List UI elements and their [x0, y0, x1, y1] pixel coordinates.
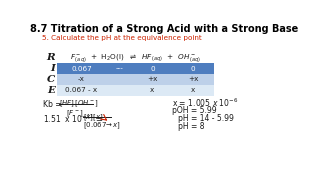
Text: pOH = 5.99: pOH = 5.99	[172, 105, 216, 114]
Text: pH = 14 - 5.99: pH = 14 - 5.99	[178, 114, 234, 123]
Text: -x: -x	[78, 76, 85, 82]
Text: Kb =: Kb =	[43, 100, 64, 109]
Text: +x: +x	[147, 76, 157, 82]
Text: $[F^-]$: $[F^-]$	[66, 109, 84, 119]
Text: $[x][x]$: $[x][x]$	[84, 112, 104, 123]
Text: ---: ---	[116, 66, 124, 72]
Text: $[0.067\!\rightarrow\!x]$: $[0.067\!\rightarrow\!x]$	[84, 121, 121, 131]
Text: $[HF]\,[OH^-]$: $[HF]\,[OH^-]$	[59, 99, 99, 109]
Text: 5. Calculate the pH at the equivalence point: 5. Calculate the pH at the equivalence p…	[42, 35, 202, 41]
Text: 0.067: 0.067	[71, 66, 92, 72]
Text: x = 1.005 $x$ 10$^{-6}$: x = 1.005 $x$ 10$^{-6}$	[172, 97, 238, 109]
Text: E: E	[47, 86, 55, 95]
Text: 8.7 Titration of a Strong Acid with a Strong Base: 8.7 Titration of a Strong Acid with a St…	[30, 24, 298, 34]
Text: C: C	[46, 75, 55, 84]
Bar	[57, 74, 214, 85]
Text: 0: 0	[191, 66, 196, 72]
Text: pH = 8: pH = 8	[178, 122, 204, 131]
Text: 1.51  x 10$^{-11}$ =: 1.51 x 10$^{-11}$ =	[43, 112, 104, 125]
Text: x: x	[150, 87, 155, 93]
Bar	[57, 63, 214, 74]
Text: $F^-_{\,(aq)}$  +  H$_2$O(l)  $\rightleftharpoons$  $HF_{\,(aq)}$  +  $OH^-_{\,(: $F^-_{\,(aq)}$ + H$_2$O(l) $\rightleftha…	[70, 52, 201, 64]
Text: 0: 0	[150, 66, 155, 72]
Text: I: I	[50, 64, 55, 73]
Text: +x: +x	[188, 76, 198, 82]
Text: 0.067 - x: 0.067 - x	[65, 87, 98, 93]
Text: R: R	[46, 53, 55, 62]
Bar	[57, 85, 214, 96]
Text: x: x	[191, 87, 195, 93]
